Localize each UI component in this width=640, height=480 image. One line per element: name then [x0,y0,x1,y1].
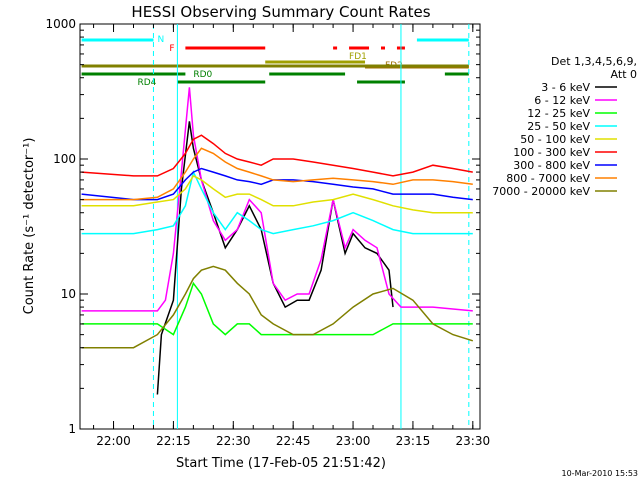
flag-bars: NFFD1FD2RD0RD4 [81,24,470,429]
series-50-100-kev [81,174,473,214]
legend-entry-label: 7000 - 20000 keV [492,185,590,198]
x-tick-label: 22:30 [216,434,251,448]
flag-label: RD0 [193,70,212,80]
series-6-12-kev [81,87,473,312]
legend-entry-label: 6 - 12 keV [534,94,590,107]
x-tick-label: 23:30 [456,434,491,448]
axes: 22:00 22:15 22:30 22:45 23:00 23:15 23:30 1 10 10… [45,17,490,448]
y-tick-label: 1000 [45,17,76,31]
y-tick-label: 100 [53,152,76,166]
flag-label: FD1 [349,52,367,62]
legend-entry-label: 25 - 50 keV [527,120,590,133]
chart-title: HESSI Observing Summary Count Rates [131,3,430,21]
legend-header: Att 0 [611,68,637,81]
series-300-800-kev [81,167,473,201]
footer-timestamp: 10-Mar-2010 15:53 [562,469,639,478]
legend-entry-label: 12 - 25 keV [527,107,590,120]
series-lines [81,87,474,395]
legend-entry-label: 100 - 300 keV [513,146,590,159]
flag-label: F [169,44,174,54]
plot-frame [79,23,481,430]
x-tick-label: 22:15 [156,434,191,448]
legend-entry-label: 50 - 100 keV [520,133,590,146]
x-tick-label: 22:00 [96,434,131,448]
x-tick-label: 23:15 [396,434,431,448]
series-7000-20000-kev [81,265,474,349]
y-tick-label: 10 [61,287,76,301]
flag-label: N [157,35,164,45]
legend-header: Det 1,3,4,5,6,9, [551,55,637,68]
series-12-25-kev [81,281,473,336]
legend-entry-label: 3 - 6 keV [541,81,590,94]
legend-entry-label: 800 - 7000 keV [506,172,590,185]
series-800-7000-kev [81,147,473,201]
x-tick-label: 23:00 [336,434,371,448]
legend-entry-label: 300 - 800 keV [513,159,590,172]
series-3-6-kev [156,121,394,395]
y-axis-label: Count Rate (s⁻¹ detector⁻¹) [22,138,37,315]
flag-label: RD4 [137,78,156,88]
series-25-50-kev [81,169,473,235]
x-tick-label: 22:45 [276,434,311,448]
y-tick-label: 1 [68,422,76,436]
series-100-300-kev [81,134,473,177]
x-axis-label: Start Time (17-Feb-05 21:51:42) [176,456,386,471]
